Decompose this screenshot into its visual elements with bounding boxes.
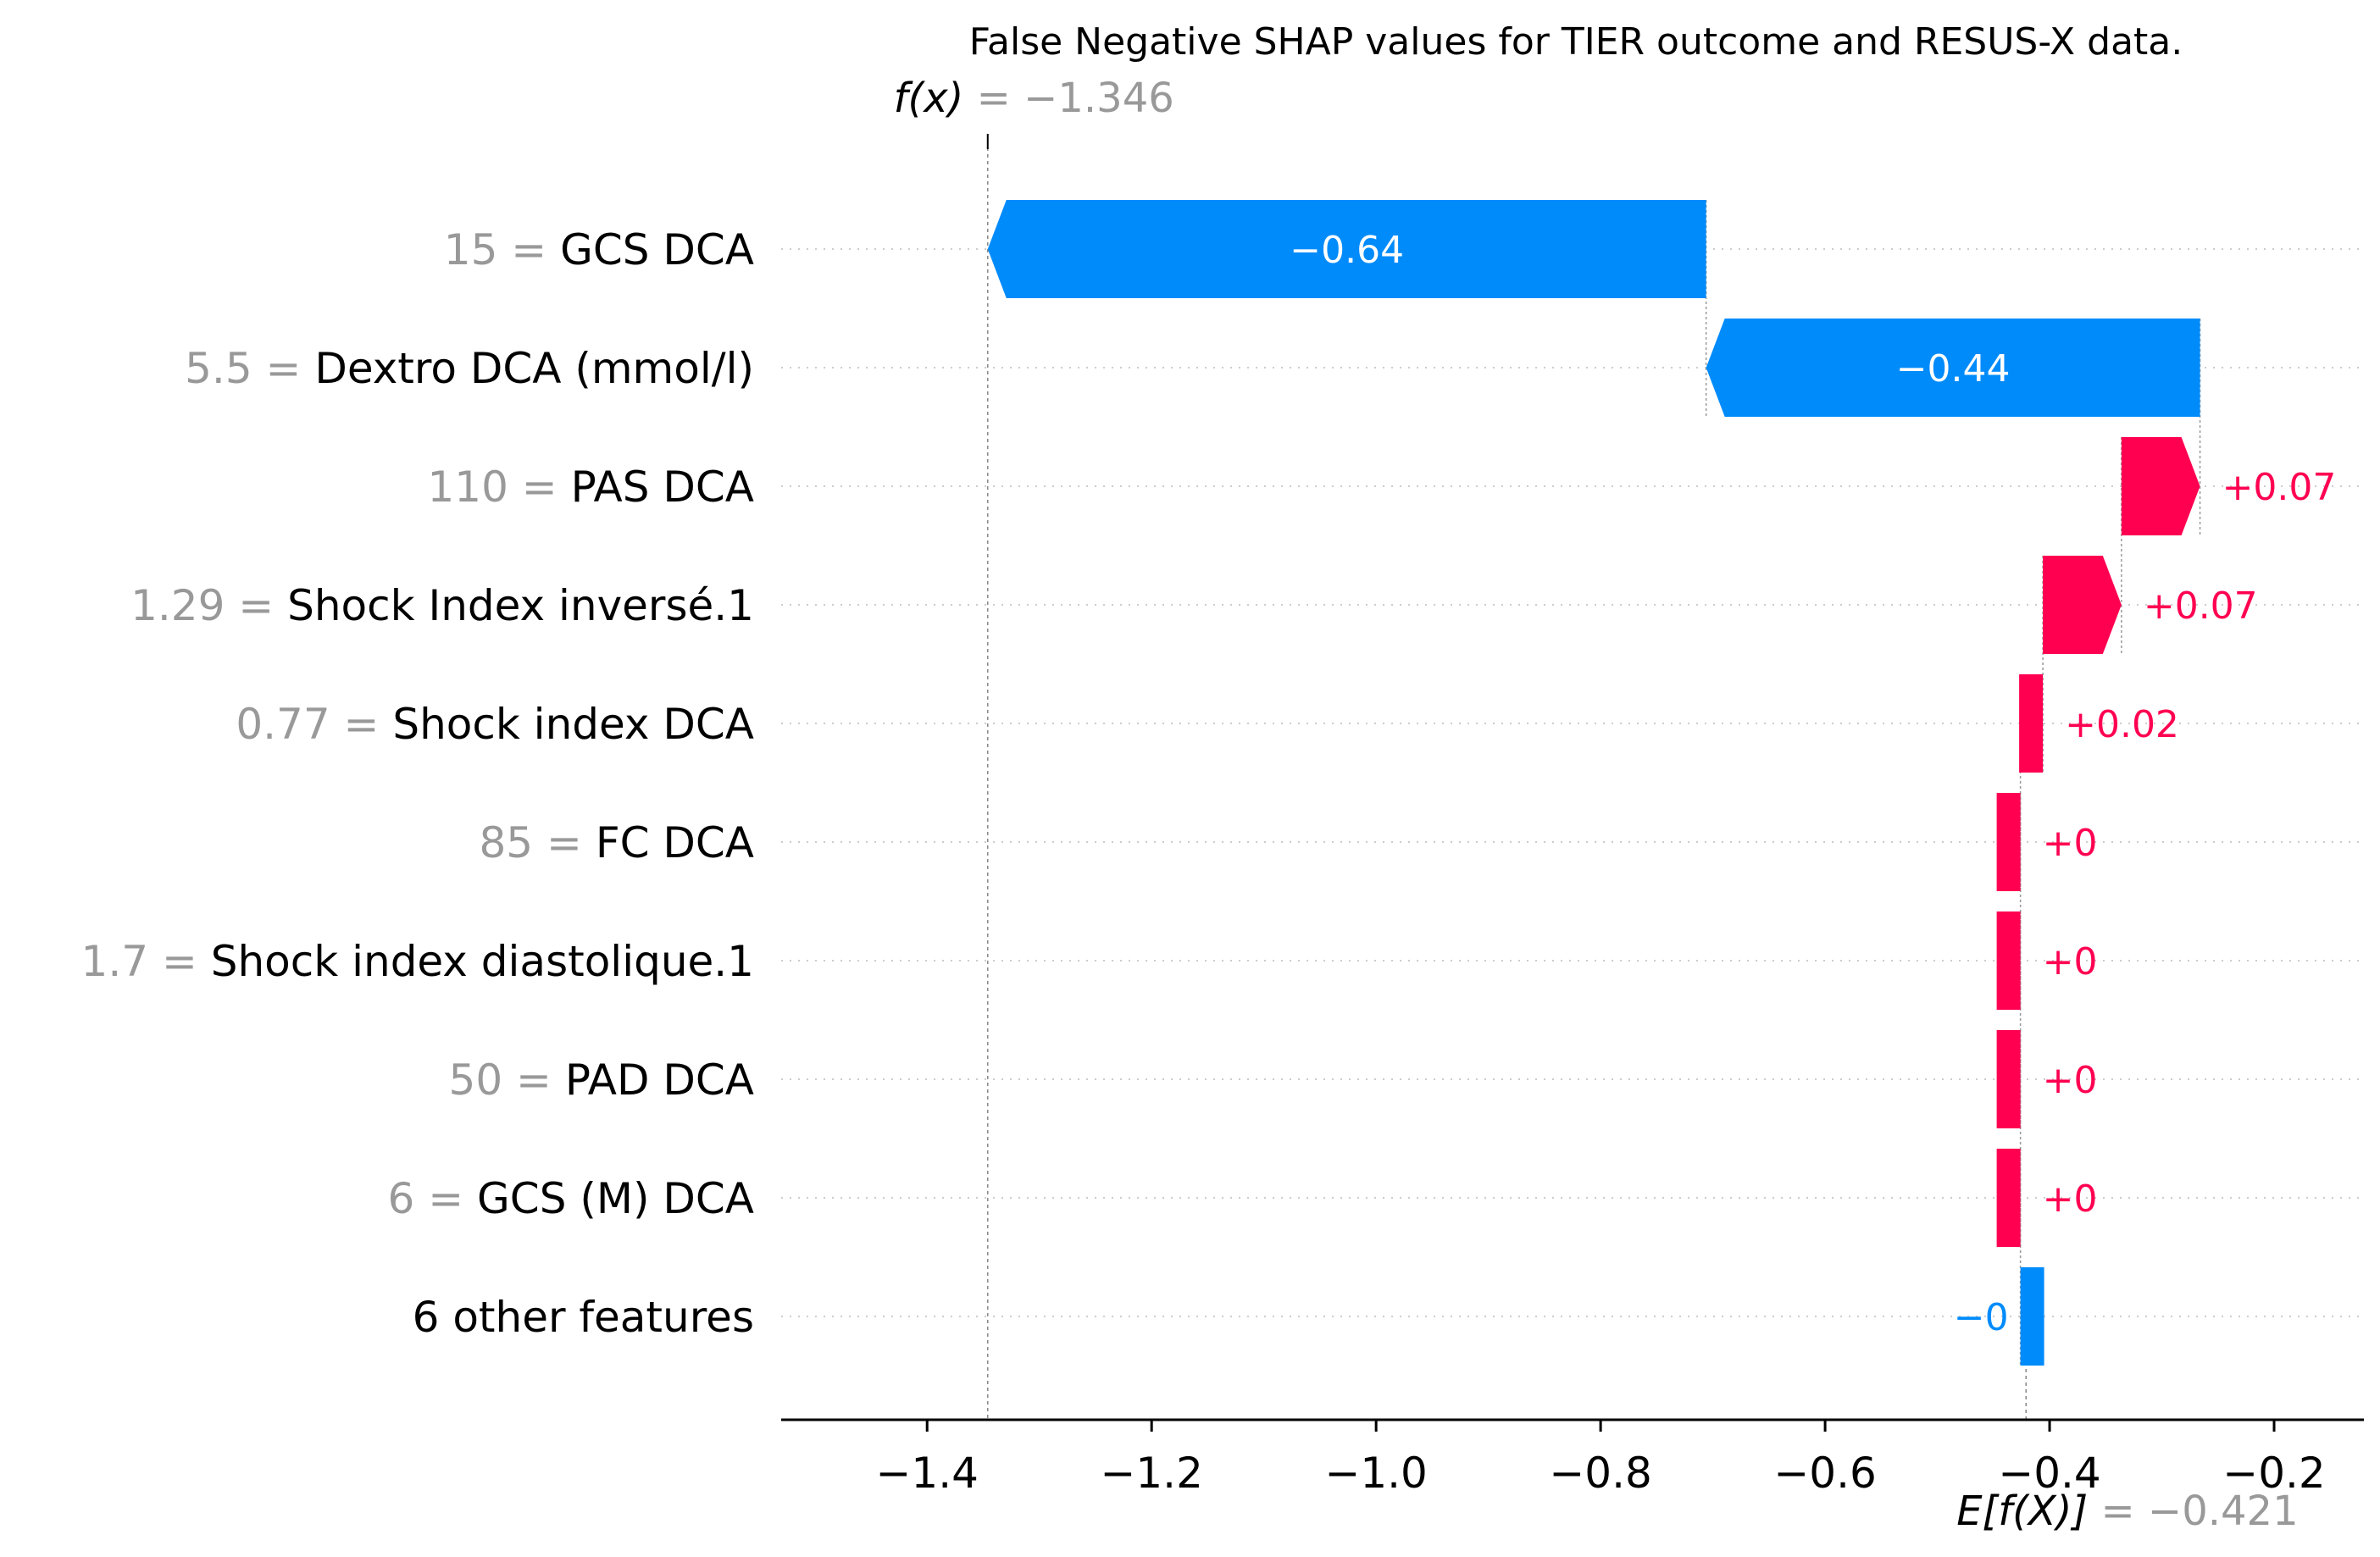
x-tick-label: −1.0 (1324, 1449, 1427, 1498)
shap-value-label: +0.02 (2065, 703, 2179, 746)
shap-value-label: −0.64 (1290, 229, 1404, 272)
output-value-label: f(x) (894, 75, 977, 122)
shap-value-label: +0 (2043, 1059, 2098, 1102)
chart-title: False Negative SHAP values for TIER outc… (969, 20, 2183, 64)
shap-value-label: +0.07 (2222, 466, 2337, 509)
shap-bar (987, 200, 1706, 298)
feature-value: 1.29 = (130, 581, 287, 630)
feature-value: 1.7 = (81, 937, 211, 986)
shap-bar (2121, 437, 2200, 535)
shap-value-label: +0 (2043, 1177, 2098, 1221)
feature-value: 0.77 = (236, 700, 392, 749)
feature-name: 6 other features (413, 1293, 754, 1342)
shap-value-label: +0 (2043, 940, 2098, 984)
shap-value-label: +0.07 (2144, 585, 2258, 628)
shap-value-label: −0.44 (1896, 347, 2011, 391)
shap-bar (1996, 1149, 2021, 1247)
feature-label: 6 = GCS (M) DCA (388, 1174, 754, 1223)
feature-name: Shock index diastolique.1 (211, 937, 754, 986)
base-value-annotation: E[f(X)] = −0.421 (1956, 1488, 2298, 1535)
feature-value: 50 = (449, 1056, 565, 1105)
feature-name: PAD DCA (565, 1056, 754, 1105)
x-tick-label: −0.8 (1549, 1449, 1651, 1498)
base-value-text: = −0.421 (2101, 1488, 2299, 1535)
feature-label: 1.29 = Shock Index inversé.1 (130, 581, 754, 630)
feature-value: 110 = (427, 463, 570, 512)
waterfall-bars: −0.64 −0.44 +0.07 +0.07 +0.02 +0 +0 +0 +0 −0 (987, 200, 2337, 1366)
feature-name: Shock Index inversé.1 (287, 581, 754, 630)
feature-value: 15 = (444, 225, 560, 274)
feature-value: 5.5 = (185, 344, 314, 393)
x-tick-label: −1.4 (876, 1449, 979, 1498)
x-tick-label: −0.6 (1773, 1449, 1876, 1498)
x-axis: −1.4 −1.2 −1.0 −0.8 −0.6 −0.4 −0.2 (781, 1418, 2364, 1498)
feature-label: 0.77 = Shock index DCA (236, 700, 754, 749)
shap-value-label: +0 (2043, 822, 2098, 865)
output-value-text: = −1.346 (977, 75, 1174, 122)
feature-label: 110 = PAS DCA (427, 463, 754, 512)
x-tick-label: −1.2 (1100, 1449, 1202, 1498)
feature-label: 1.7 = Shock index diastolique.1 (81, 937, 754, 986)
output-value-annotation: f(x) = −1.346 (894, 75, 1174, 122)
feature-label: 6 other features (413, 1293, 754, 1342)
feature-value: 6 = (388, 1174, 478, 1223)
feature-label: 85 = FC DCA (480, 818, 755, 867)
feature-label: 15 = GCS DCA (444, 225, 754, 274)
feature-name: GCS (M) DCA (477, 1174, 754, 1223)
value-annotations: f(x) = −1.346 E[f(X)] = −0.421 (894, 75, 2299, 1535)
shap-bar (1996, 1030, 2021, 1128)
shap-bar (1706, 319, 2200, 417)
feature-name: Dextro DCA (mmol/l) (314, 344, 754, 393)
shap-value-label: −0 (1954, 1296, 2009, 1339)
feature-label: 50 = PAD DCA (449, 1056, 754, 1105)
x-tick-label: −0.4 (1998, 1449, 2100, 1498)
shap-bar (1996, 911, 2021, 1010)
shap-bar (2020, 1267, 2044, 1366)
x-tick-label: −0.2 (2222, 1449, 2325, 1498)
feature-labels: 15 = GCS DCA 5.5 = Dextro DCA (mmol/l) 110… (81, 225, 754, 1342)
feature-name: FC DCA (596, 818, 754, 867)
feature-label: 5.5 = Dextro DCA (mmol/l) (185, 344, 754, 393)
base-value-label: E[f(X)] (1956, 1488, 2100, 1535)
shap-bar (1996, 793, 2021, 891)
feature-name: PAS DCA (571, 463, 754, 512)
feature-name: GCS DCA (560, 225, 754, 274)
feature-value: 85 = (480, 818, 596, 867)
shap-bar (2019, 674, 2044, 773)
shap-bar (2043, 556, 2122, 654)
feature-name: Shock index DCA (392, 700, 754, 749)
